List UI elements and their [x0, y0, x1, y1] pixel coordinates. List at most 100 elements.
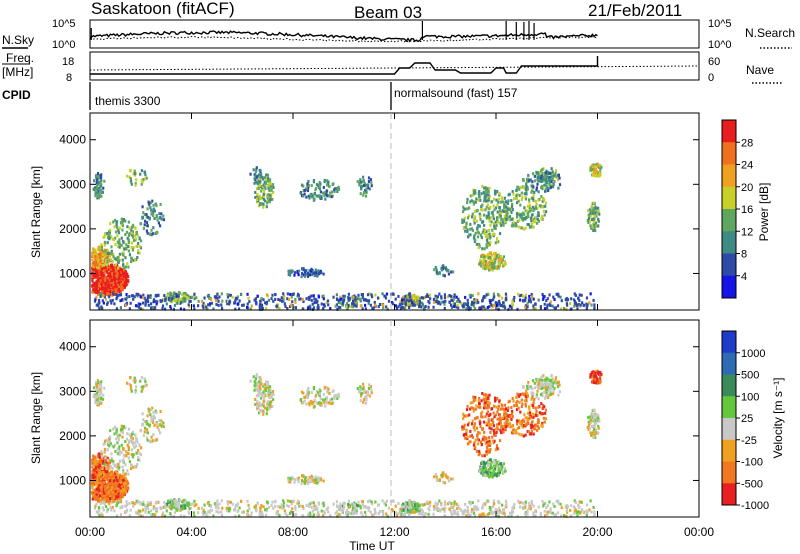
power-cell [250, 304, 253, 308]
power-cell [503, 205, 506, 209]
power-cell [501, 197, 504, 201]
power-cell [573, 298, 576, 302]
power-cell [142, 211, 145, 215]
power-cell [98, 276, 101, 280]
power-cell [255, 301, 258, 305]
power-cell [203, 296, 206, 300]
power-cell [477, 231, 481, 235]
power-cell [193, 297, 196, 301]
velocity-cell [149, 407, 153, 411]
power-cell [116, 256, 120, 260]
power-cell [262, 205, 265, 209]
power-cell [326, 179, 329, 183]
power-cell [101, 272, 104, 276]
velocity-cell [521, 402, 524, 406]
power-cell [593, 307, 596, 311]
power-cell [458, 300, 461, 304]
power-cell [494, 301, 497, 305]
power-cell [453, 295, 456, 299]
velocity-cell [305, 479, 308, 483]
power-cell [360, 185, 363, 189]
velocity-cell [107, 438, 110, 442]
power-cell [286, 297, 289, 301]
power-cell [554, 169, 558, 173]
power-cell [598, 174, 601, 178]
velocity-cell [495, 405, 498, 409]
power-cell [486, 233, 489, 237]
power-cell [151, 199, 154, 203]
power-cell [332, 295, 335, 299]
power-cell [510, 205, 514, 209]
velocity-cell [97, 396, 100, 400]
power-cell [134, 304, 138, 308]
velocity-cell [97, 393, 101, 397]
power-cell [294, 298, 297, 302]
power-cell [116, 295, 119, 299]
power-cell [565, 303, 569, 307]
power-cell [449, 303, 453, 307]
velocity-cell [129, 384, 132, 388]
power-cell [545, 210, 548, 214]
velocity-cell [101, 459, 104, 463]
power-cell [457, 297, 460, 301]
power-cell [370, 181, 373, 185]
power-cell [548, 186, 551, 190]
velocity-cell [326, 386, 329, 390]
power-cell [131, 233, 134, 237]
power-cell [466, 298, 469, 302]
power-cell [111, 286, 115, 290]
velocity-cell [467, 421, 471, 425]
power-cell [139, 246, 143, 250]
velocity-cell [102, 490, 105, 494]
power-cell [312, 306, 316, 310]
power-cell [537, 190, 540, 194]
velocity-cell [104, 494, 107, 498]
power-cell [377, 305, 380, 309]
power-cell [280, 296, 283, 300]
power-cell [481, 184, 484, 188]
power-cell [177, 297, 180, 301]
station-title: Saskatoon (fitACF) [91, 0, 235, 18]
velocity-cell [94, 401, 97, 405]
power-cell [217, 299, 220, 303]
velocity-cell [320, 401, 323, 405]
velocity-cell [114, 487, 118, 491]
power-cell [514, 224, 517, 228]
power-cell [398, 303, 402, 307]
power-cell [478, 307, 481, 311]
velocity-cell [131, 437, 135, 441]
velocity-cell [347, 503, 350, 507]
power-cell [111, 280, 115, 284]
velocity-cell [328, 391, 331, 395]
power-cell [147, 300, 150, 304]
power-cell [487, 193, 490, 197]
power-cell [117, 293, 120, 297]
velocity-cell [115, 490, 118, 494]
power-cell [94, 248, 97, 252]
velocity-cell [145, 422, 148, 426]
power-cell [466, 228, 469, 232]
velocity-cell [116, 465, 119, 469]
velocity-cell [106, 494, 109, 498]
power-cell [133, 238, 136, 242]
velocity-cell [359, 506, 362, 510]
power-cell [303, 274, 307, 278]
power-cell [193, 307, 196, 311]
power-cell [512, 192, 515, 196]
velocity-cell [109, 442, 113, 446]
power-cell [95, 173, 98, 177]
velocity-cell [483, 438, 486, 442]
power-cell [289, 303, 293, 307]
power-cell [538, 204, 541, 208]
power-cell [598, 171, 601, 175]
velocity-cell [362, 391, 366, 395]
power-cell [535, 188, 538, 192]
power-cell [267, 298, 271, 302]
freq-left-tick-top: 18 [62, 56, 74, 68]
power-cell [195, 296, 198, 300]
power-cell [278, 306, 281, 310]
power-cell [511, 189, 514, 193]
power-cell [528, 204, 532, 208]
power-cell [486, 203, 490, 207]
power-cell [156, 294, 159, 298]
